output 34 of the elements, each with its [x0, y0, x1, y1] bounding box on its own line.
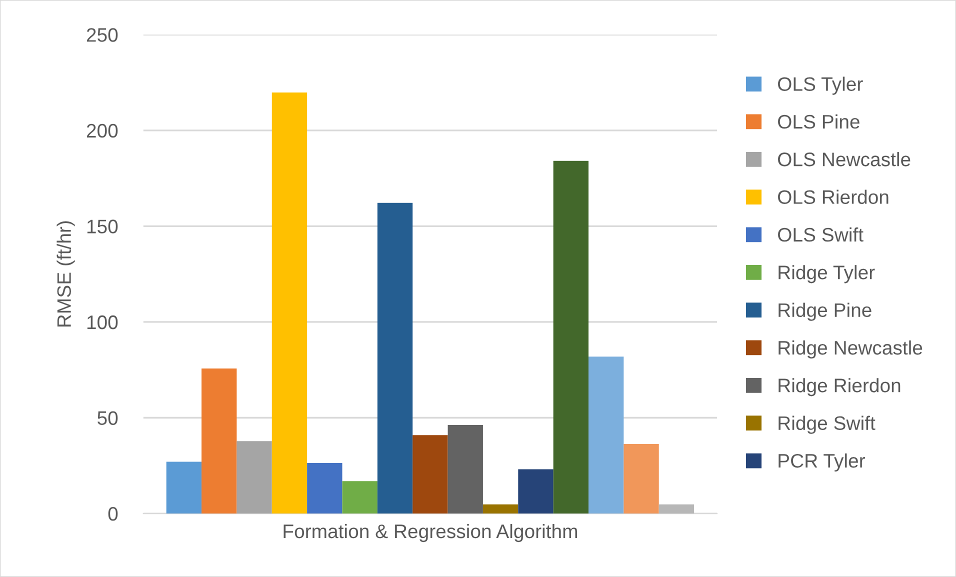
bar: [518, 469, 554, 514]
bar: [588, 356, 624, 514]
bar: [272, 92, 308, 514]
bar: [342, 481, 378, 514]
y-tick-label: 100: [87, 315, 118, 330]
bar: [624, 444, 659, 514]
legend-label: OLS Rierdon: [778, 190, 888, 204]
bar: [448, 425, 483, 514]
legend-label: PCR Tyler: [778, 453, 866, 472]
x-axis-title: Formation & Regression Algorithm: [284, 524, 577, 542]
legend-label: OLS Swift: [778, 227, 864, 242]
bar: [553, 160, 589, 514]
legend-label: OLS Pine: [778, 114, 860, 129]
bar: [658, 504, 694, 514]
bar: [166, 462, 202, 514]
bar: [482, 504, 518, 514]
y-tick-label: 150: [87, 220, 118, 234]
bar: [377, 202, 413, 514]
bar: [412, 435, 448, 514]
bar: [202, 368, 237, 514]
y-tick-label: 0: [108, 507, 118, 521]
legend-label: Ridge Swift: [778, 416, 876, 434]
bar: [236, 441, 272, 514]
bar: [307, 462, 342, 514]
legend-label: OLS Newcastle: [778, 152, 910, 166]
y-tick-label: 250: [86, 28, 118, 42]
legend-label: Ridge Newcastle: [778, 340, 922, 359]
legend-label: Ridge Pine: [778, 302, 872, 321]
legend-label: Ridge Tyler: [778, 265, 875, 284]
y-tick-label: 50: [98, 411, 118, 425]
legend-label: Ridge Rierdon: [778, 378, 900, 396]
legend-label: OLS Tyler: [778, 76, 863, 95]
y-tick-label: 200: [86, 124, 118, 138]
y-axis-title: RMSE (ft/hr): [56, 221, 75, 326]
